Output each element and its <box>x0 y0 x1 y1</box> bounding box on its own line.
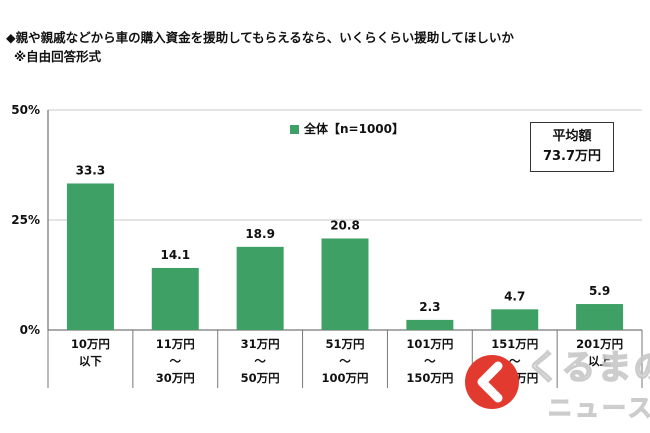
legend-label: 全体【n=1000】 <box>304 122 404 136</box>
chart-note: ※自由回答形式 <box>14 49 102 64</box>
x-tick-label: 50万円 <box>241 371 280 385</box>
average-value: 73.7万円 <box>542 149 602 164</box>
data-label: 18.9 <box>245 227 275 241</box>
bar <box>576 304 624 330</box>
chart-title: ◆親や親戚などから車の購入資金を援助してもらえるなら、いくらくらい援助してほしい… <box>6 30 514 45</box>
y-tick-label: 50% <box>11 103 40 117</box>
watermark-logo: くるまの ニュース <box>462 340 650 430</box>
y-tick-label: 25% <box>11 213 40 227</box>
x-tick-label: ～ <box>424 354 436 368</box>
bar <box>321 238 369 330</box>
x-tick-label: 以下 <box>79 354 102 368</box>
x-tick-label: 150万円 <box>406 371 453 385</box>
x-tick-label: 31万円 <box>241 337 280 351</box>
data-label: 4.7 <box>504 289 525 303</box>
x-tick-label: 10万円 <box>71 337 110 351</box>
bar <box>151 267 199 330</box>
average-label: 平均額 <box>552 129 592 144</box>
watermark-logo-icon <box>465 355 519 409</box>
x-tick-label: 以上 <box>588 354 611 368</box>
x-tick-label: 11万円 <box>156 337 195 351</box>
x-tick-label: ～ <box>170 354 182 368</box>
data-label: 5.9 <box>589 284 610 298</box>
x-tick-label: 201万円 <box>576 337 623 351</box>
average-box: 平均額 73.7万円 <box>530 122 614 172</box>
bar <box>491 309 539 330</box>
bar <box>406 319 454 330</box>
bar <box>66 183 114 330</box>
chart-legend: 全体【n=1000】 <box>290 120 404 137</box>
y-tick-label: 0% <box>20 323 40 337</box>
data-label: 33.3 <box>76 163 106 177</box>
watermark-text-top: くるまの <box>525 347 650 389</box>
data-label: 14.1 <box>160 248 190 262</box>
x-tick-label: 101万円 <box>406 337 453 351</box>
watermark-text-bottom: ニュース <box>547 393 650 422</box>
data-label: 20.8 <box>330 218 360 232</box>
x-tick-label: 51万円 <box>325 337 364 351</box>
bar <box>236 246 284 330</box>
x-tick-label: ～ <box>254 354 266 368</box>
x-tick-label: 100万円 <box>321 371 368 385</box>
legend-swatch <box>290 125 299 134</box>
x-tick-label: ～ <box>339 354 351 368</box>
x-tick-label: 151万円 <box>491 337 538 351</box>
data-label: 2.3 <box>419 300 440 314</box>
x-tick-label: 30万円 <box>156 371 195 385</box>
